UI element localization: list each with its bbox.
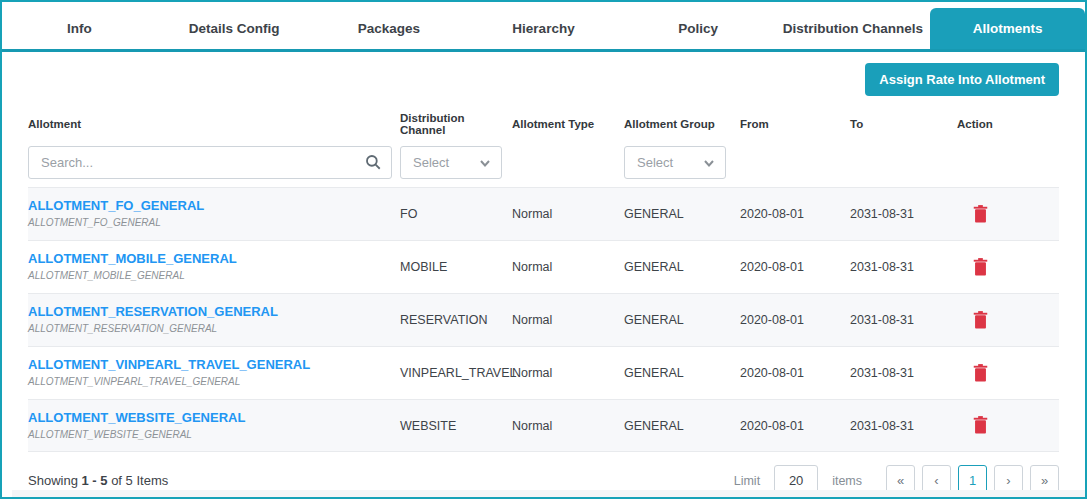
select-value: Select [413,155,449,170]
tab-allotments[interactable]: Allotments [930,8,1085,49]
type-cell: Normal [512,207,624,221]
items-label: items [832,474,862,488]
select-value: Select [637,155,673,170]
column-distribution-channel: Distribution Channel [400,106,512,142]
tab-info[interactable]: Info [2,8,157,49]
assign-rate-into-allotment-button[interactable]: Assign Rate Into Allotment [865,63,1059,96]
chevron-down-icon [703,157,715,169]
to-cell: 2031-08-31 [850,366,957,380]
allotment-link[interactable]: ALLOTMENT_FO_GENERAL [28,198,400,214]
column-allotment-type: Allotment Type [512,112,624,136]
group-cell: GENERAL [624,260,740,274]
delete-button[interactable] [971,203,990,225]
column-action: Action [957,112,1059,136]
tab-policy[interactable]: Policy [621,8,776,49]
group-cell: GENERAL [624,313,740,327]
trash-icon [973,311,988,329]
allotment-link[interactable]: ALLOTMENT_MOBILE_GENERAL [28,251,400,267]
from-cell: 2020-08-01 [740,207,850,221]
delete-button[interactable] [971,309,990,331]
search-icon [364,153,382,171]
search-input[interactable] [28,146,392,179]
channel-cell: VINPEARL_TRAVEL [400,366,512,380]
channel-cell: RESERVATION [400,313,512,327]
tab-bar: Info Details Config Packages Hierarchy P… [2,2,1085,52]
to-cell: 2031-08-31 [850,260,957,274]
trash-icon [973,416,988,434]
allotment-link[interactable]: ALLOTMENT_RESERVATION_GENERAL [28,304,400,320]
type-cell: Normal [512,419,624,433]
allotment-search [28,146,392,179]
tab-details-config[interactable]: Details Config [157,8,312,49]
allotment-code: ALLOTMENT_RESERVATION_GENERAL [28,323,400,336]
allotment-code: ALLOTMENT_WEBSITE_GENERAL [28,429,400,442]
horizontal-scrollbar-track[interactable] [12,490,1085,497]
tab-distribution-channels[interactable]: Distribution Channels [776,8,931,49]
tab-hierarchy[interactable]: Hierarchy [466,8,621,49]
trash-icon [973,258,988,276]
channel-cell: FO [400,207,512,221]
table-row: ALLOTMENT_WEBSITE_GENERAL ALLOTMENT_WEBS… [28,399,1059,452]
tab-packages[interactable]: Packages [311,8,466,49]
group-cell: GENERAL [624,366,740,380]
allotment-group-select[interactable]: Select [624,146,726,179]
to-cell: 2031-08-31 [850,313,957,327]
column-allotment: Allotment [28,112,400,136]
table-row: ALLOTMENT_RESERVATION_GENERAL ALLOTMENT_… [28,293,1059,346]
delete-button[interactable] [971,362,990,384]
allotment-link[interactable]: ALLOTMENT_VINPEARL_TRAVEL_GENERAL [28,357,400,373]
showing-range: 1 - 5 [82,473,108,488]
type-cell: Normal [512,313,624,327]
toolbar: Assign Rate Into Allotment [28,63,1059,96]
trash-icon [973,205,988,223]
group-cell: GENERAL [624,419,740,433]
distribution-channel-select[interactable]: Select [400,146,502,179]
table-body: ALLOTMENT_FO_GENERAL ALLOTMENT_FO_GENERA… [28,187,1059,452]
allotment-code: ALLOTMENT_VINPEARL_TRAVEL_GENERAL [28,376,400,389]
limit-label: Limit [734,474,760,488]
from-cell: 2020-08-01 [740,366,850,380]
to-cell: 2031-08-31 [850,207,957,221]
table-row: ALLOTMENT_VINPEARL_TRAVEL_GENERAL ALLOTM… [28,346,1059,399]
table-row: ALLOTMENT_MOBILE_GENERAL ALLOTMENT_MOBIL… [28,240,1059,293]
to-cell: 2031-08-31 [850,419,957,433]
allotment-code: ALLOTMENT_MOBILE_GENERAL [28,270,400,283]
from-cell: 2020-08-01 [740,419,850,433]
filter-row: Select Select [28,146,1059,179]
tab-content: Assign Rate Into Allotment Allotment Dis… [2,63,1085,499]
trash-icon [973,364,988,382]
column-to: To [850,112,957,136]
table-header: Allotment Distribution Channel Allotment… [28,106,1059,142]
type-cell: Normal [512,260,624,274]
column-allotment-group: Allotment Group [624,112,740,136]
from-cell: 2020-08-01 [740,313,850,327]
showing-summary: Showing 1 - 5 of 5 Items [28,473,168,488]
allotments-panel: Info Details Config Packages Hierarchy P… [0,0,1087,499]
column-from: From [740,112,850,136]
table-row: ALLOTMENT_FO_GENERAL ALLOTMENT_FO_GENERA… [28,187,1059,240]
group-cell: GENERAL [624,207,740,221]
channel-cell: WEBSITE [400,419,512,433]
chevron-down-icon [479,157,491,169]
delete-button[interactable] [971,256,990,278]
delete-button[interactable] [971,414,990,436]
allotment-link[interactable]: ALLOTMENT_WEBSITE_GENERAL [28,410,400,426]
from-cell: 2020-08-01 [740,260,850,274]
channel-cell: MOBILE [400,260,512,274]
allotment-code: ALLOTMENT_FO_GENERAL [28,217,400,230]
type-cell: Normal [512,366,624,380]
